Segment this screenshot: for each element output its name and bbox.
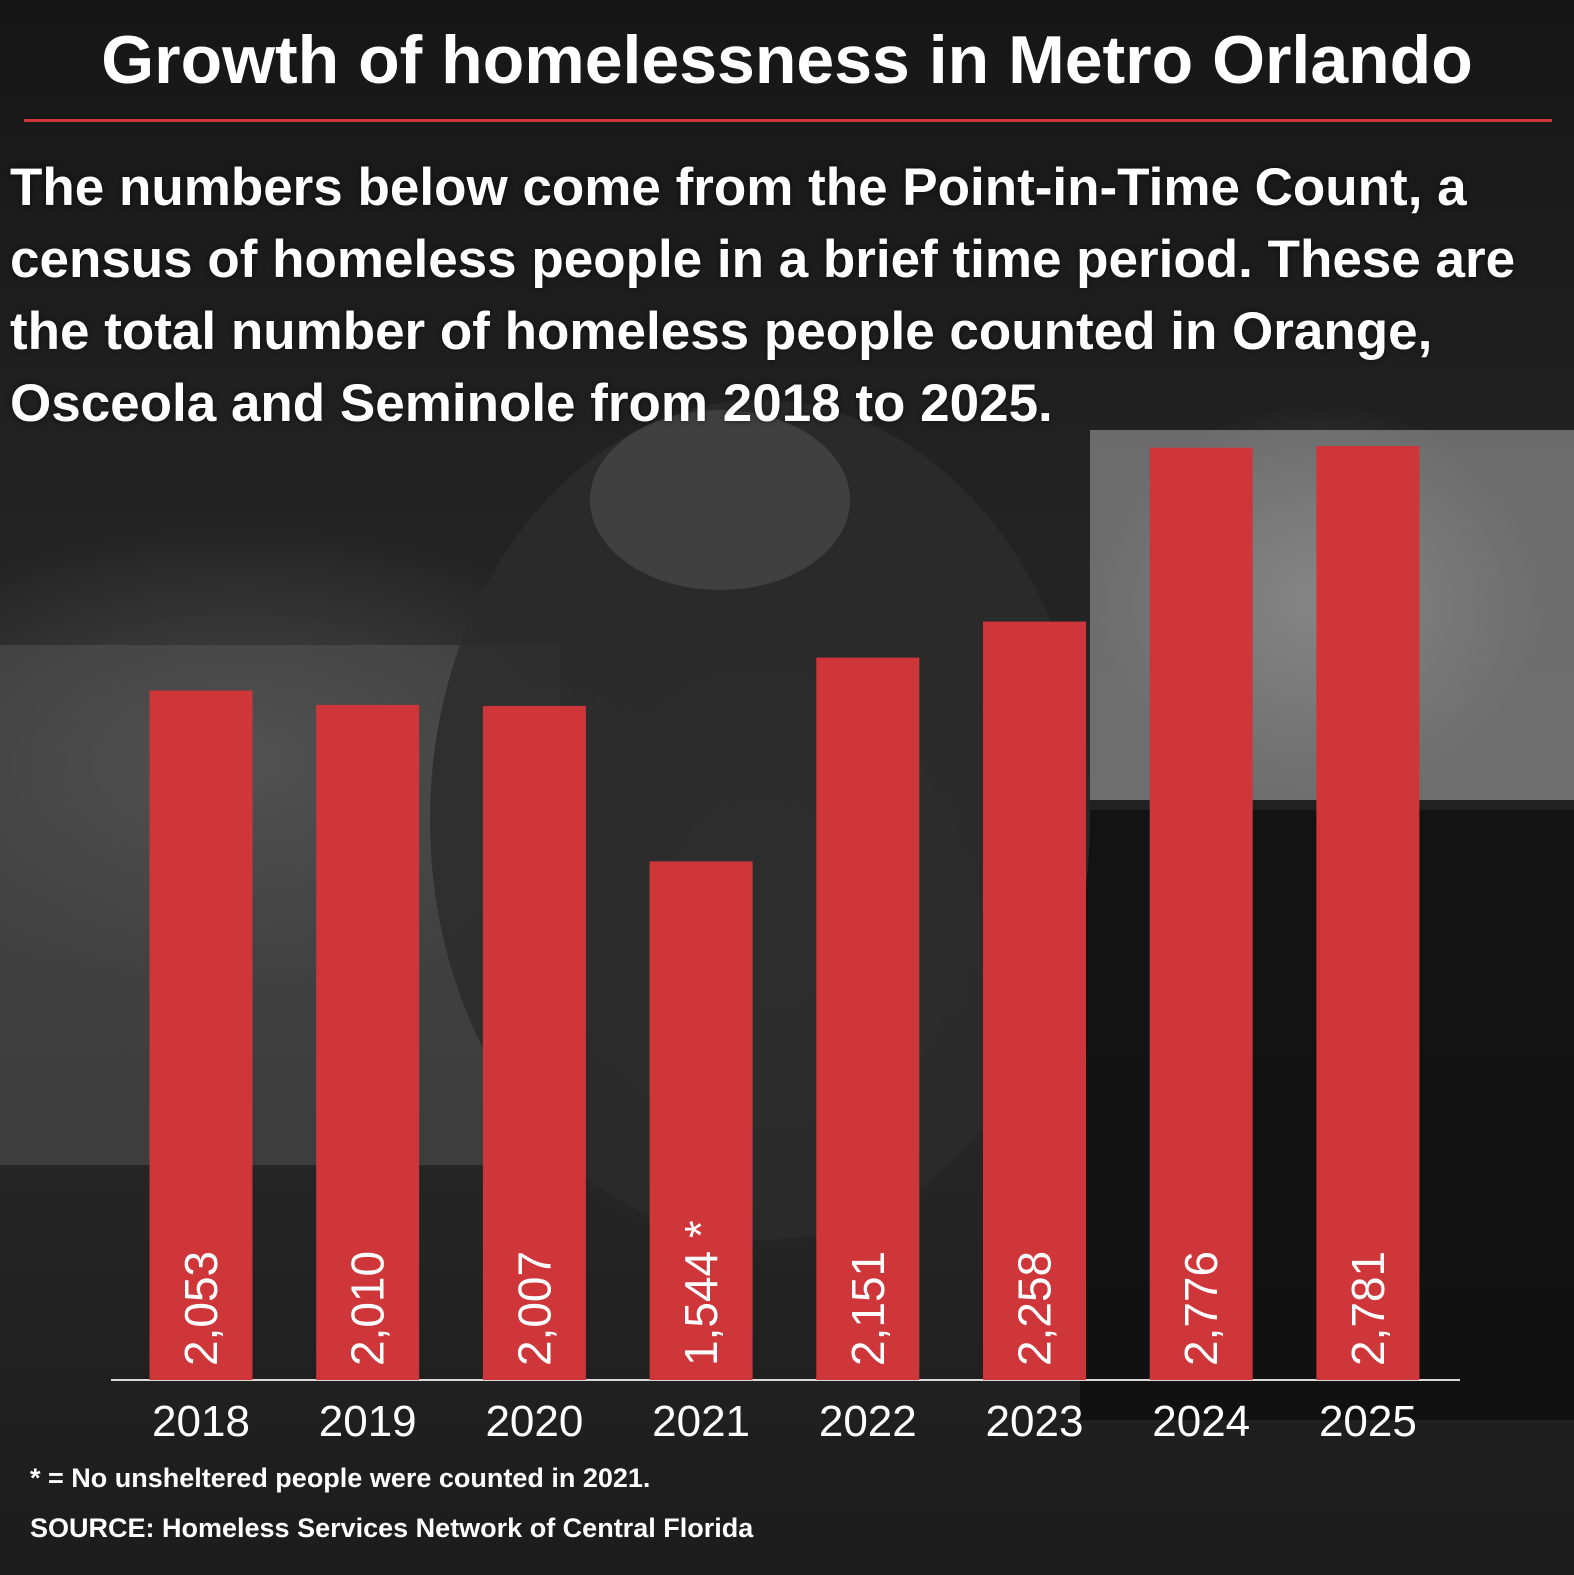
footnote: * = No unsheltered people were counted i… <box>30 1463 651 1493</box>
bar-value-label: 2,010 <box>342 1251 394 1366</box>
bar-2018 <box>149 690 253 1380</box>
x-tick-label: 2019 <box>319 1397 417 1446</box>
x-tick-label: 2022 <box>819 1397 917 1446</box>
bar-2022 <box>816 657 920 1380</box>
bar-value-label: 2,258 <box>1009 1251 1061 1366</box>
source-note: SOURCE: Homeless Services Network of Cen… <box>30 1513 754 1543</box>
bar-2024 <box>1149 447 1253 1380</box>
x-tick-label: 2020 <box>485 1397 583 1446</box>
bar-value-label: 2,151 <box>842 1251 894 1366</box>
x-tick-label: 2023 <box>986 1397 1084 1446</box>
bar-value-label: 1,544 * <box>675 1220 727 1366</box>
background-person <box>430 400 1090 1240</box>
bar-2020 <box>482 705 586 1380</box>
x-tick-label: 2021 <box>652 1397 750 1446</box>
background-cap <box>590 410 850 590</box>
bar-value-label: 2,776 <box>1175 1251 1227 1366</box>
bar-2025 <box>1316 446 1420 1380</box>
bar-value-label: 2,007 <box>508 1251 560 1366</box>
title-divider <box>24 119 1552 122</box>
chart-title: Growth of homelessness in Metro Orlando <box>101 22 1473 98</box>
bar-2019 <box>316 704 420 1380</box>
bar-value-label: 2,053 <box>175 1251 227 1366</box>
bar-2023 <box>983 621 1086 1380</box>
bar-value-label: 2,781 <box>1342 1251 1394 1366</box>
x-tick-label: 2024 <box>1152 1397 1250 1446</box>
x-tick-label: 2018 <box>152 1397 250 1446</box>
x-tick-label: 2025 <box>1319 1397 1417 1446</box>
chart-subtitle: The numbers below come from the Point-in… <box>10 158 1516 433</box>
bar-2021 <box>649 861 753 1380</box>
